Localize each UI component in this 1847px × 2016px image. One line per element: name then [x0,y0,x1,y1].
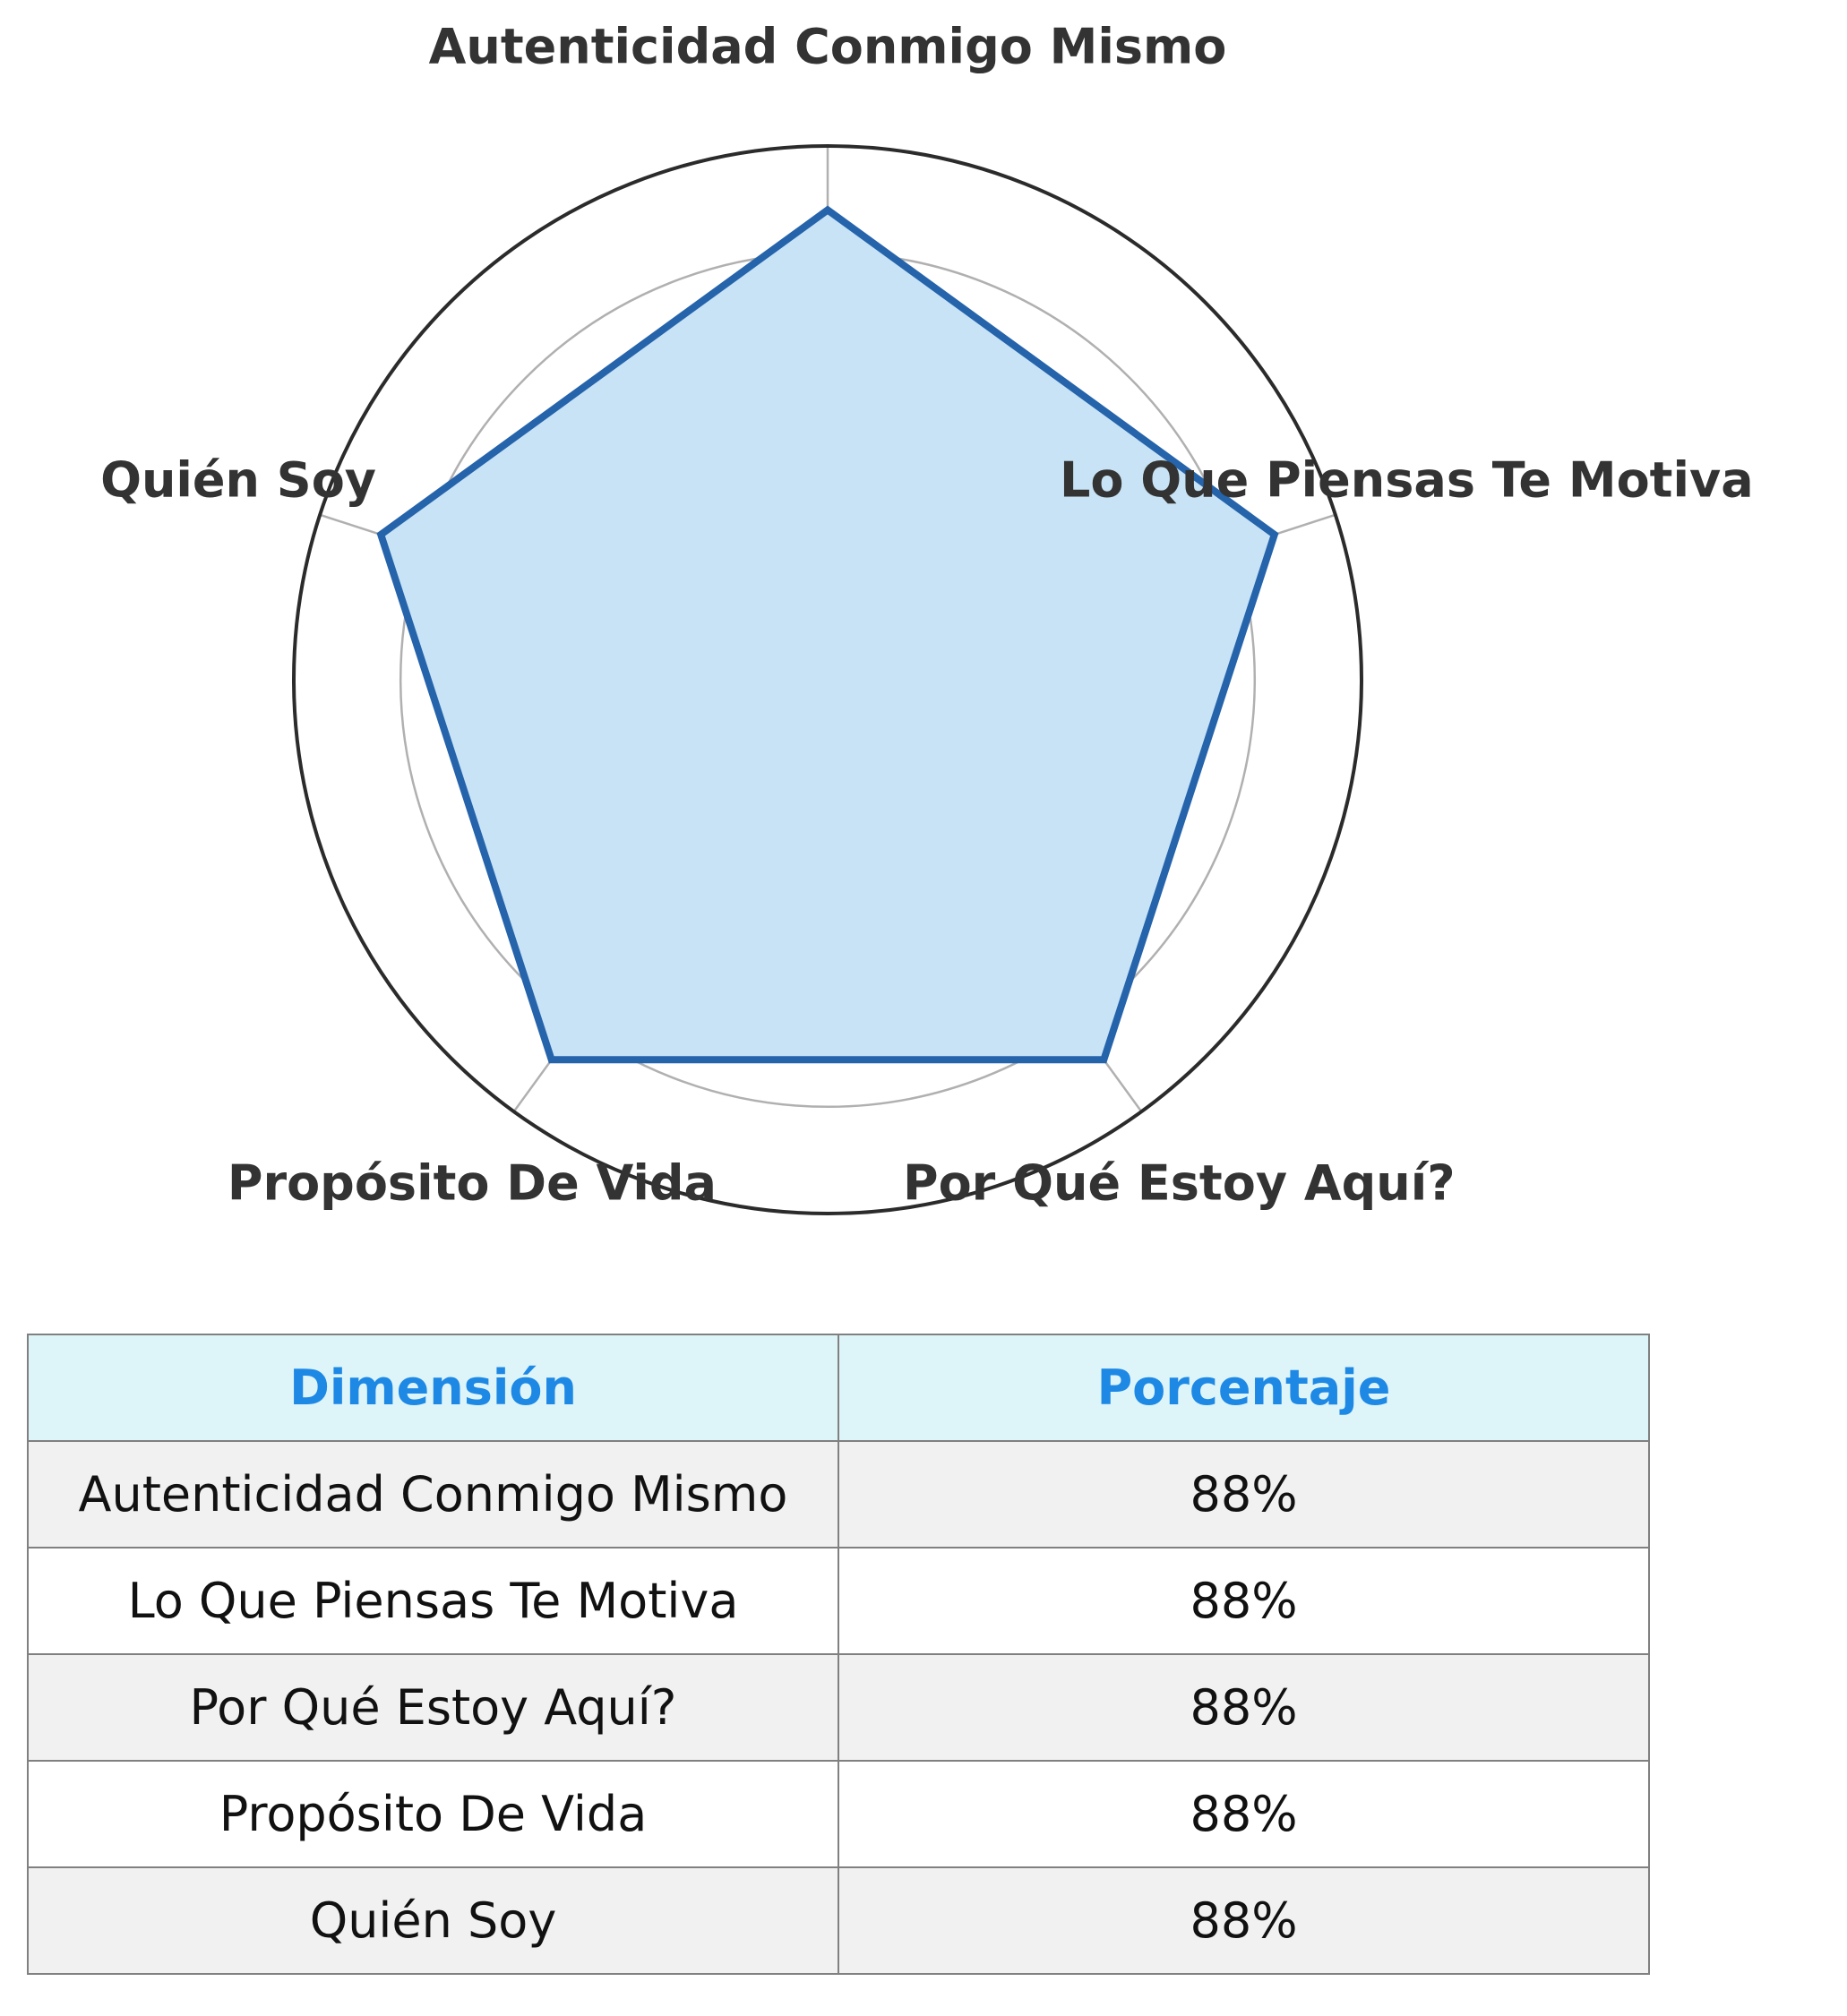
axis-label: Por Qué Estoy Aquí? [903,1155,1456,1212]
cell-percentage: 88% [838,1653,1650,1762]
cell-percentage: 88% [838,1547,1650,1655]
cell-dimension: Autenticidad Conmigo Mismo [27,1440,839,1548]
series-area [376,205,1279,1064]
table-row: Quién Soy 88% [27,1866,1650,1975]
axis-label: Autenticidad Conmigo Mismo [429,19,1227,75]
cell-percentage: 88% [838,1440,1650,1548]
cell-dimension: Quién Soy [27,1866,839,1975]
header-percentage: Porcentaje [838,1334,1650,1442]
axis-labels: Autenticidad Conmigo Mismo Lo Que Piensas… [100,19,1754,1212]
axis-label: Lo Que Piensas Te Motiva [1060,452,1754,509]
cell-dimension: Por Qué Estoy Aquí? [27,1653,839,1762]
cell-dimension: Propósito De Vida [27,1760,839,1868]
table-header-row: Dimensión Porcentaje [27,1334,1650,1442]
axis-label: Quién Soy [100,452,376,509]
table-row: Lo Que Piensas Te Motiva 88% [27,1547,1650,1655]
data-table: Dimensión Porcentaje Autenticidad Conmig… [27,1334,1650,1975]
table-row: Autenticidad Conmigo Mismo 88% [27,1440,1650,1548]
radar-outer-frame [292,144,1363,1215]
header-dimension: Dimensión [27,1334,839,1442]
axis-label: Propósito De Vida [228,1155,717,1212]
cell-dimension: Lo Que Piensas Te Motiva [27,1547,839,1655]
table-row: Propósito De Vida 88% [27,1760,1650,1868]
cell-percentage: 88% [838,1760,1650,1868]
cell-percentage: 88% [838,1866,1650,1975]
radar-chart: Autenticidad Conmigo Mismo Lo Que Piensas… [100,19,1754,1215]
table-row: Por Qué Estoy Aquí? 88% [27,1653,1650,1762]
